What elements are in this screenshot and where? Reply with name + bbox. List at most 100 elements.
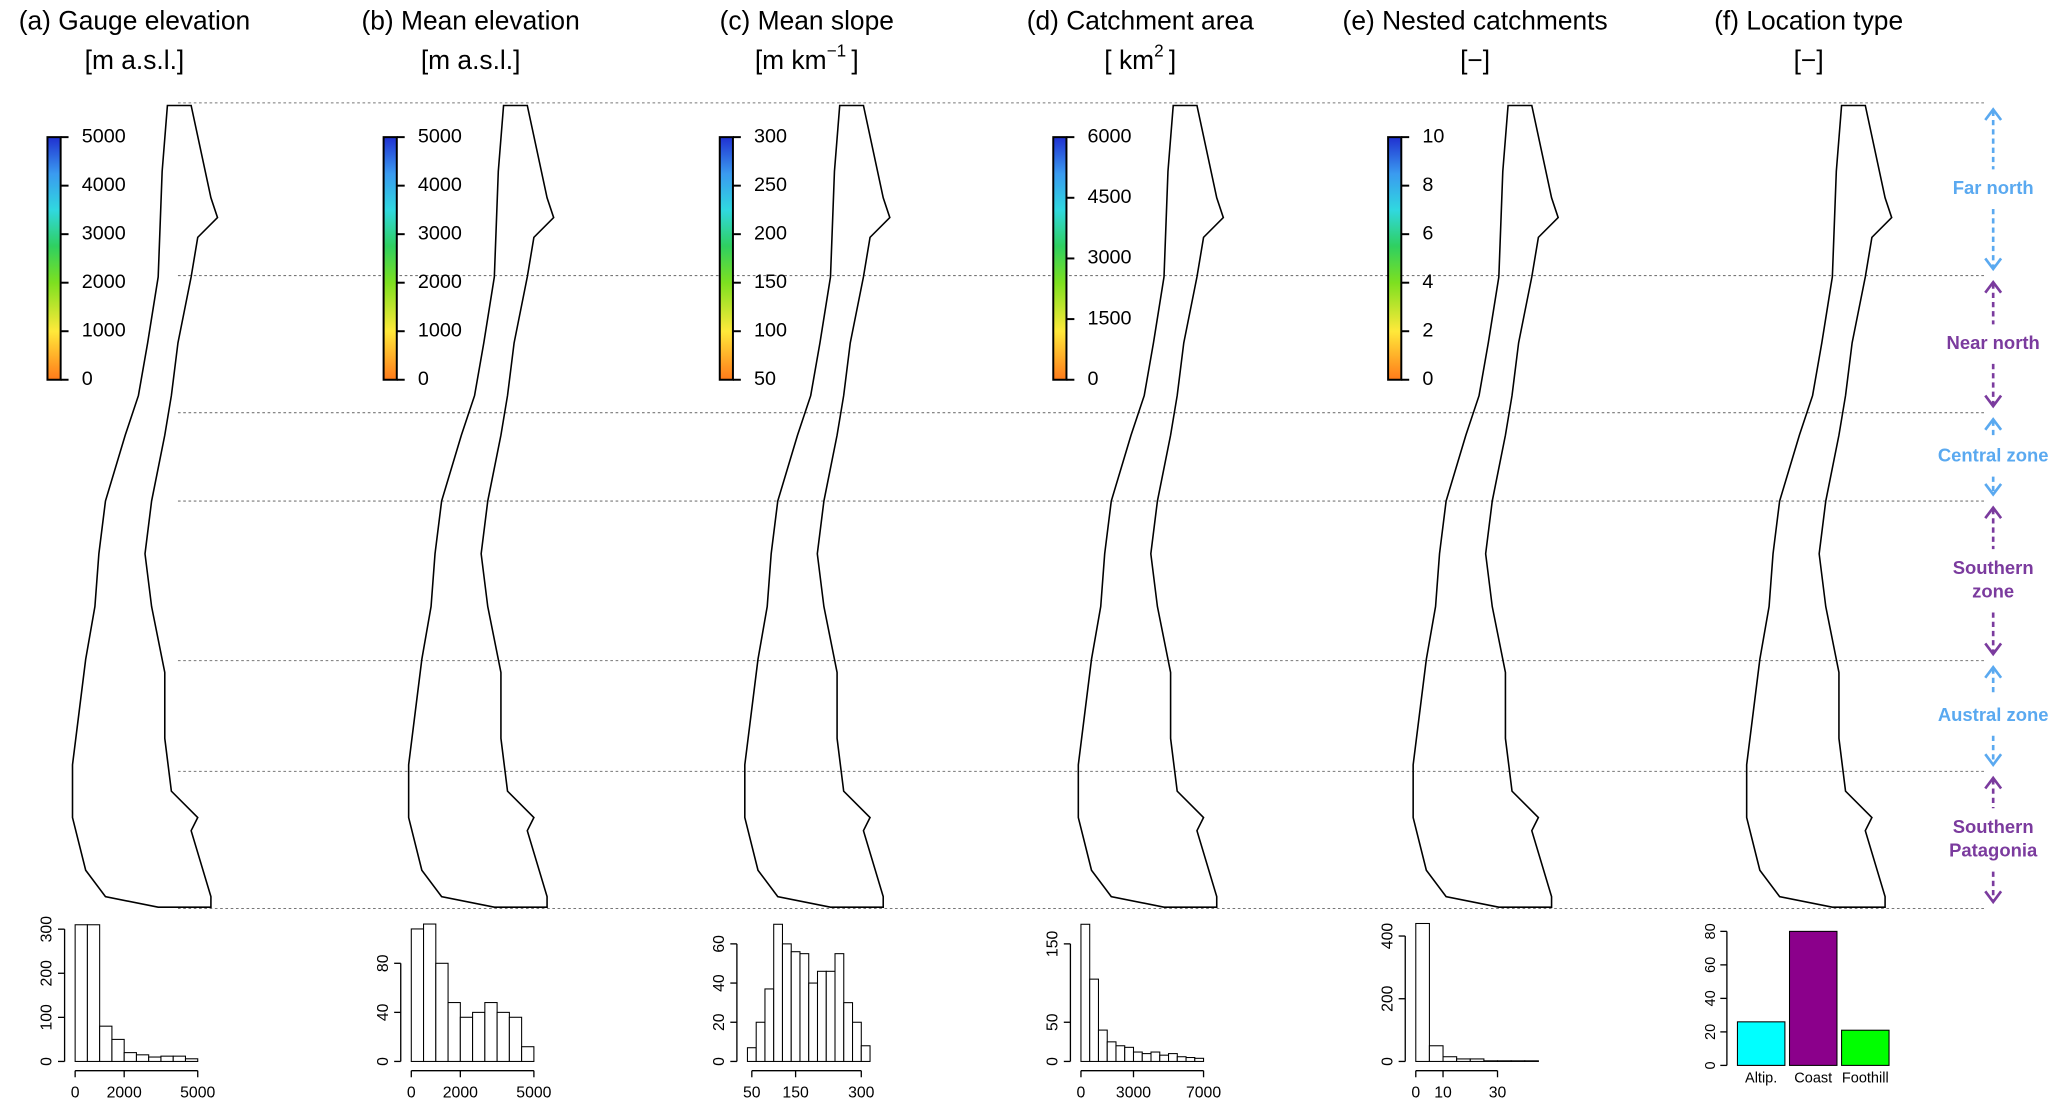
map-outline bbox=[1077, 104, 1225, 908]
panel-unit: [m km−1] bbox=[755, 40, 859, 75]
histogram-bar bbox=[1194, 1057, 1205, 1062]
colorbar-tick-label: 1500 bbox=[1088, 307, 1132, 329]
y-tick-label: 100 bbox=[39, 1004, 56, 1031]
panel-unit: [m a.s.l.] bbox=[421, 45, 521, 75]
category-label: Coast bbox=[1794, 1070, 1832, 1086]
panel: (c) Mean slope[m km−1]501001502002503005… bbox=[711, 5, 894, 1101]
colorbar-tick-label: 0 bbox=[1422, 368, 1433, 390]
arrow-head bbox=[1984, 417, 2003, 431]
y-tick-label: 0 bbox=[375, 1057, 392, 1066]
histogram-bar bbox=[1150, 1051, 1161, 1062]
histogram-bar bbox=[755, 1021, 766, 1062]
histogram-bar bbox=[799, 953, 810, 1062]
map-outline bbox=[1412, 104, 1559, 908]
bar bbox=[1736, 1021, 1786, 1066]
arrow-head bbox=[1984, 483, 2003, 497]
colorbar-tick-label: 50 bbox=[754, 368, 776, 390]
histogram-bar bbox=[435, 962, 449, 1062]
bar bbox=[1841, 1029, 1890, 1066]
histogram-bar bbox=[1415, 922, 1430, 1062]
colorbar-tick-label: 3000 bbox=[82, 222, 126, 244]
colorbar bbox=[1052, 136, 1068, 381]
colorbar-tick-label: 2000 bbox=[418, 271, 462, 293]
panel-unit: [m a.s.l.] bbox=[85, 45, 185, 75]
x-tick-label: 7000 bbox=[1186, 1084, 1221, 1101]
histogram-bar bbox=[851, 1021, 862, 1062]
arrow-head bbox=[1984, 753, 2003, 767]
colorbar-tick-label: 150 bbox=[754, 271, 787, 293]
histogram-bar bbox=[825, 970, 836, 1062]
x-tick-label: 300 bbox=[848, 1084, 875, 1101]
arrow-head bbox=[1984, 394, 2003, 409]
x-tick-label: 10 bbox=[1434, 1084, 1452, 1101]
unit-text: [m a.s.l.] bbox=[421, 45, 521, 75]
histogram-bar bbox=[1115, 1045, 1126, 1062]
histogram-bar bbox=[1176, 1056, 1187, 1062]
colorbar-tick-label: 3000 bbox=[1088, 247, 1132, 269]
panel-title: (f) Location type bbox=[1714, 5, 1903, 35]
histogram-bar bbox=[1428, 1045, 1444, 1062]
histogram-bar bbox=[1097, 1029, 1108, 1062]
x-tick-label: 0 bbox=[1077, 1084, 1086, 1101]
panel-title: (c) Mean slope bbox=[720, 5, 894, 35]
unit-text: [−] bbox=[1460, 45, 1490, 75]
colorbar-tick-label: 2000 bbox=[82, 271, 126, 293]
category-label: Foothill bbox=[1842, 1070, 1889, 1086]
histogram-bar bbox=[860, 1045, 871, 1062]
histogram-bar bbox=[1106, 1041, 1117, 1062]
y-tick-label: 60 bbox=[1703, 957, 1719, 973]
category-label: Altip. bbox=[1745, 1070, 1777, 1086]
y-tick-label: 20 bbox=[1703, 1024, 1719, 1040]
histogram-bar bbox=[423, 923, 437, 1062]
histogram-bar bbox=[410, 928, 425, 1062]
histogram-bar bbox=[1089, 978, 1099, 1062]
unit-end: ] bbox=[851, 45, 858, 75]
histogram-bar bbox=[1159, 1054, 1170, 1062]
x-tick-label: 50 bbox=[743, 1084, 761, 1101]
y-tick-label: 0 bbox=[1044, 1057, 1061, 1066]
panel: (f) Location type [−] Altip. Coast Foothill 0… bbox=[1703, 5, 1903, 1086]
y-tick-label: 0 bbox=[711, 1057, 728, 1066]
panel-unit: [−] bbox=[1794, 45, 1824, 75]
colorbar-tick-label: 100 bbox=[754, 319, 787, 341]
colorbar-tick-label: 0 bbox=[1088, 368, 1099, 390]
x-tick-label: 5000 bbox=[516, 1084, 551, 1101]
panel-title: (e) Nested catchments bbox=[1343, 5, 1608, 35]
histogram-bar bbox=[447, 1002, 461, 1062]
colorbar-tick-label: 250 bbox=[754, 174, 787, 196]
panel-unit: [−] bbox=[1460, 45, 1490, 75]
x-tick-label: 150 bbox=[782, 1084, 809, 1101]
histogram-bar bbox=[1524, 1060, 1539, 1062]
colorbar-tick-label: 6 bbox=[1422, 222, 1433, 244]
colorbar bbox=[718, 136, 734, 381]
colorbar-tick-label: 5000 bbox=[418, 125, 462, 147]
y-tick-label: 200 bbox=[1379, 985, 1396, 1012]
histogram-bar bbox=[184, 1058, 199, 1062]
colorbar-tick-label: 4000 bbox=[418, 174, 462, 196]
y-tick-label: 0 bbox=[39, 1057, 56, 1066]
histogram-bar bbox=[521, 1046, 535, 1062]
histogram-bar bbox=[781, 943, 792, 1062]
region-label: Far north bbox=[1953, 177, 2034, 198]
y-tick-label: 0 bbox=[1703, 1061, 1719, 1069]
y-tick-label: 300 bbox=[39, 916, 56, 943]
histogram-bar bbox=[496, 1011, 510, 1062]
colorbar-tick-label: 6000 bbox=[1088, 125, 1132, 147]
panel-title: (b) Mean elevation bbox=[361, 5, 579, 35]
arrow-head bbox=[1984, 279, 2003, 294]
x-tick-label: 3000 bbox=[1116, 1084, 1151, 1101]
histogram-bar bbox=[508, 1016, 523, 1062]
histogram-bar bbox=[808, 982, 819, 1062]
colorbar-tick-label: 300 bbox=[754, 125, 787, 147]
histogram-bar bbox=[1496, 1060, 1512, 1062]
panel-title: (d) Catchment area bbox=[1027, 5, 1254, 35]
colorbar bbox=[382, 136, 398, 381]
arrow-head bbox=[1984, 890, 2003, 905]
histogram-bar bbox=[1080, 923, 1091, 1062]
y-tick-label: 80 bbox=[1703, 923, 1719, 939]
arrow-head bbox=[1984, 775, 2003, 790]
y-tick-label: 40 bbox=[711, 974, 728, 992]
bar bbox=[1788, 930, 1838, 1066]
y-tick-label: 150 bbox=[1044, 930, 1061, 957]
